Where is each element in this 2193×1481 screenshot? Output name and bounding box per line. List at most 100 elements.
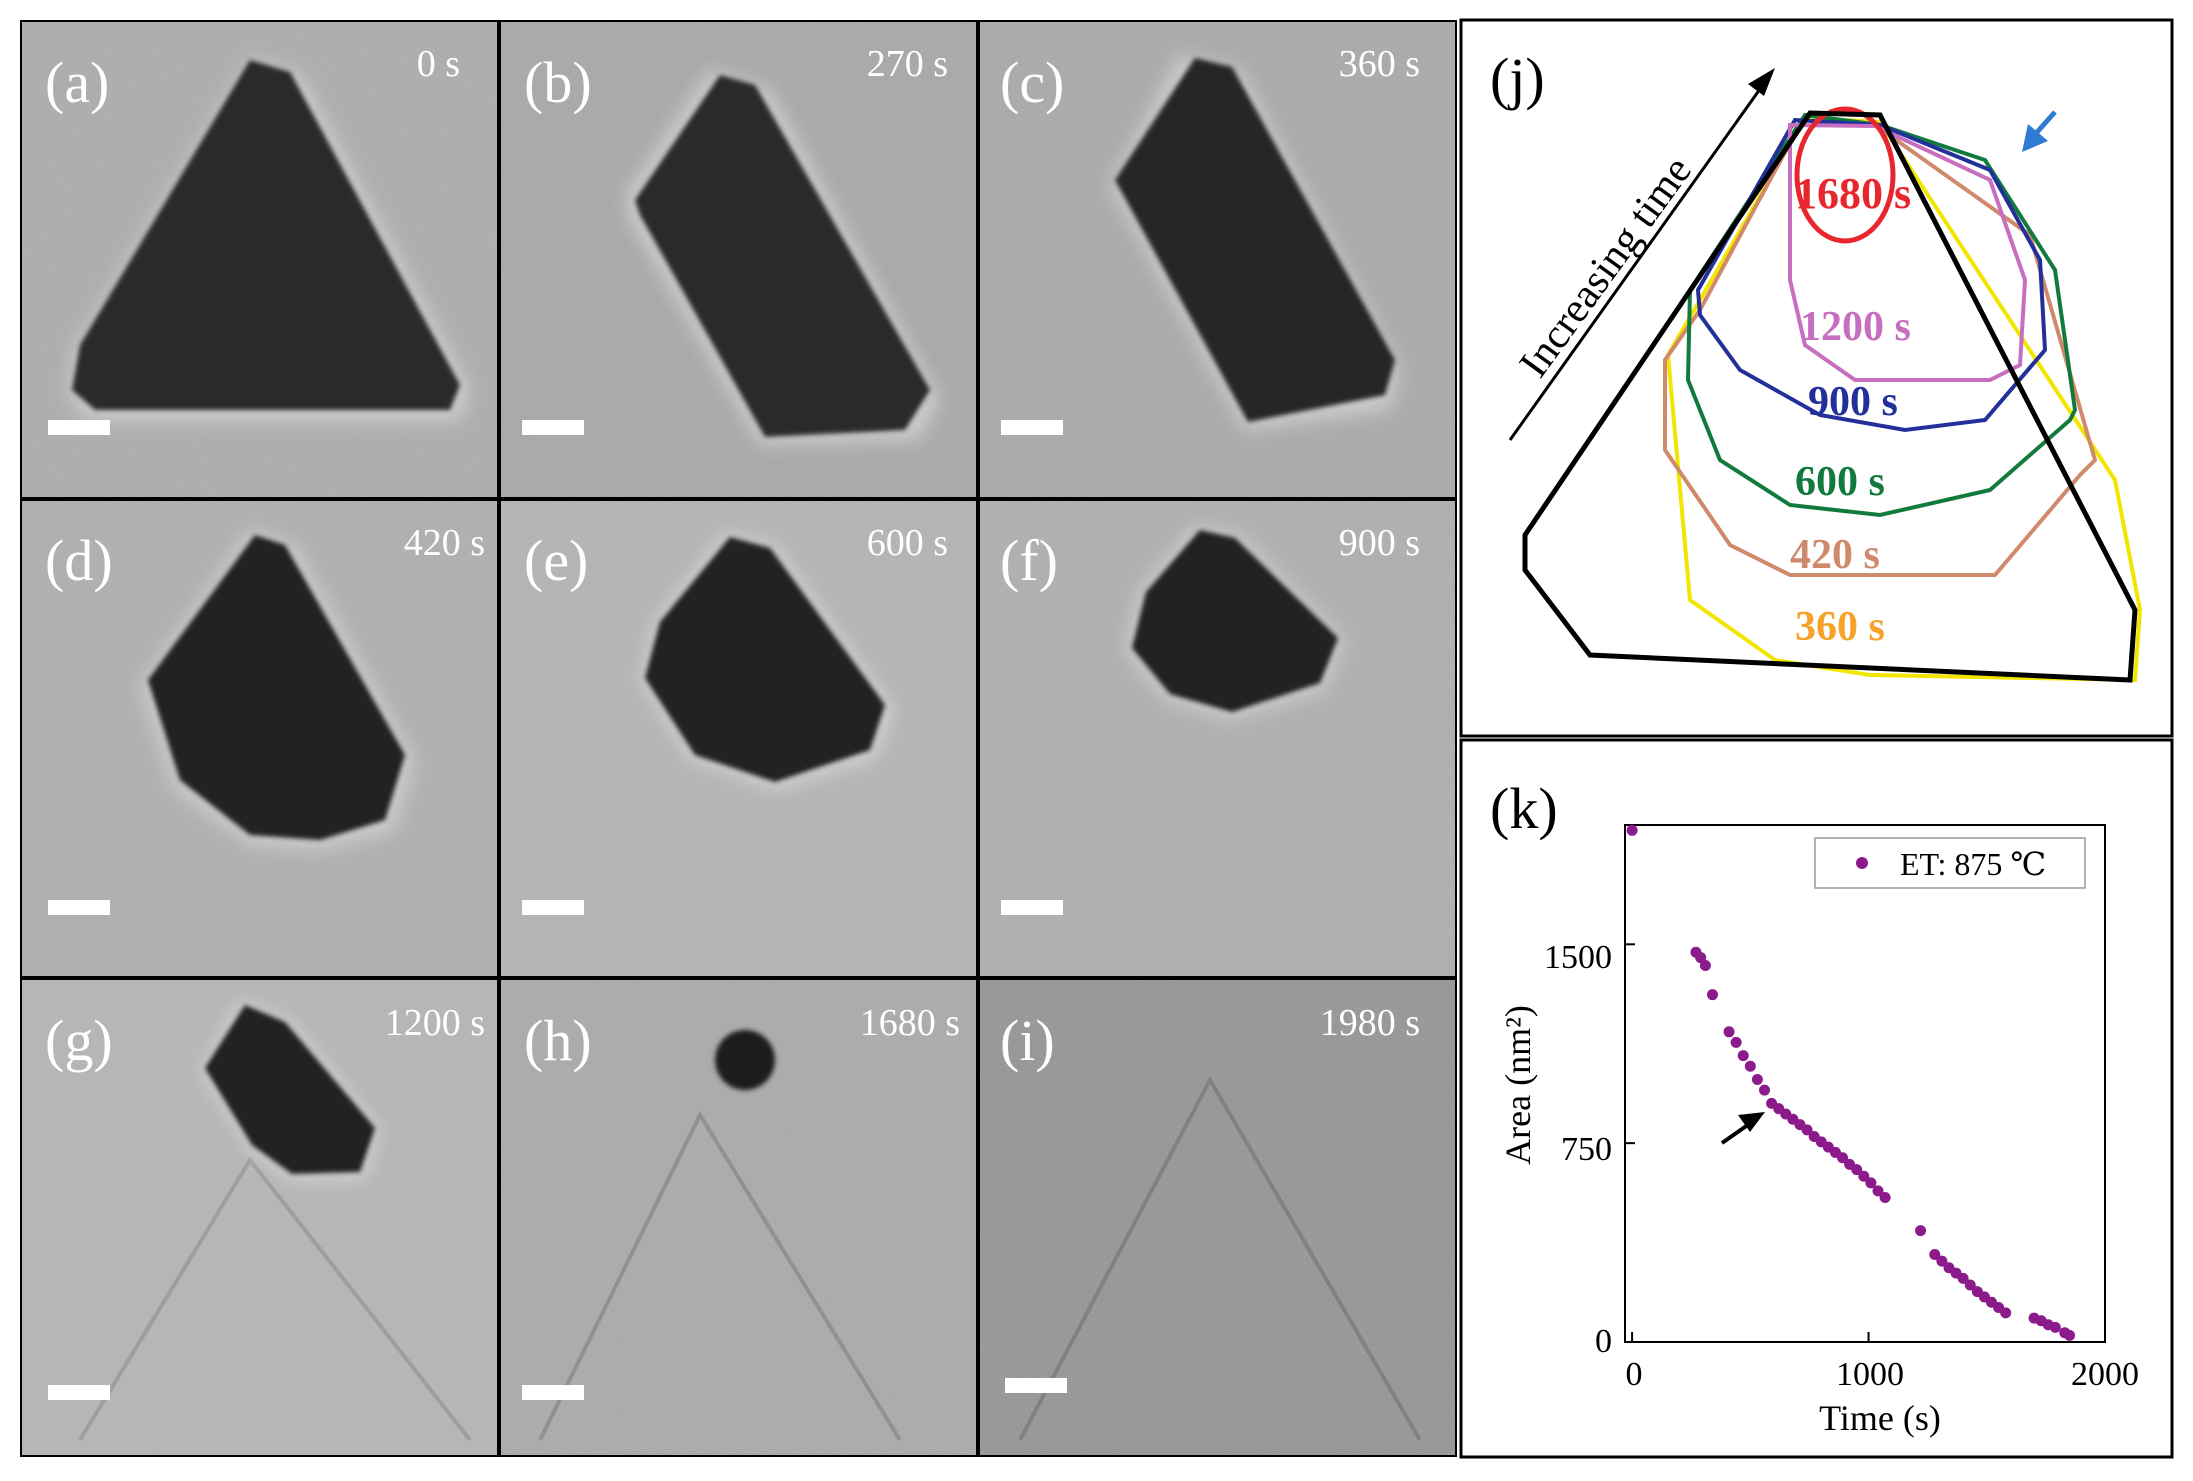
panel-label: (j) bbox=[1490, 46, 1545, 111]
panel-time: 0 s bbox=[417, 43, 460, 85]
panel-label: (b) bbox=[524, 50, 592, 115]
nanoparticle bbox=[715, 1030, 775, 1090]
data-point bbox=[1936, 1255, 1948, 1267]
data-point bbox=[1872, 1185, 1884, 1197]
data-point bbox=[1915, 1225, 1927, 1237]
micrograph-panel-g: (g) 1200 s bbox=[22, 980, 497, 1455]
micrograph-panel-i: (i) 1980 s bbox=[980, 980, 1455, 1455]
panel-label: (d) bbox=[45, 528, 113, 593]
annotation-arrow bbox=[1720, 1112, 1765, 1145]
panel-label: (c) bbox=[1000, 50, 1064, 115]
data-point bbox=[1837, 1152, 1849, 1164]
contour-label-360s: 360 s bbox=[1795, 604, 1885, 650]
data-point bbox=[1626, 824, 1638, 836]
data-point bbox=[1737, 1050, 1749, 1062]
micrograph-panel-b: (b) 270 s bbox=[501, 22, 976, 497]
data-point bbox=[1706, 989, 1718, 1001]
data-point bbox=[1879, 1192, 1891, 1204]
y-axis-label: Area (nm²) bbox=[1498, 1005, 1538, 1165]
nanoparticle bbox=[635, 75, 930, 437]
data-point bbox=[1744, 1060, 1756, 1072]
panel-time: 600 s bbox=[867, 522, 948, 564]
panel-label: (a) bbox=[45, 50, 109, 115]
increasing-time-arrow bbox=[1508, 68, 1775, 441]
nanoparticle bbox=[72, 60, 460, 410]
data-point bbox=[1759, 1084, 1771, 1096]
micrograph-panel-a: (a) 0 s bbox=[22, 22, 497, 497]
scatter-series bbox=[1626, 824, 2076, 1341]
scale-bar bbox=[48, 1385, 110, 1400]
x-tick-label: 2000 bbox=[2071, 1356, 2139, 1393]
pointer-arrow bbox=[2022, 110, 2057, 152]
contour-600s bbox=[1685, 112, 2078, 518]
panel-label: (e) bbox=[524, 528, 588, 593]
nanoparticle bbox=[148, 535, 405, 840]
y-tick-label: 1500 bbox=[1544, 939, 1612, 976]
micrograph-panel-h: (h) 1680 s bbox=[501, 980, 976, 1455]
nanoparticle bbox=[1132, 530, 1338, 712]
contour-label-420s: 420 s bbox=[1790, 532, 1880, 578]
panel-time: 360 s bbox=[1339, 43, 1420, 85]
data-point bbox=[2000, 1307, 2012, 1319]
data-point bbox=[1865, 1177, 1877, 1189]
data-point bbox=[1723, 1026, 1735, 1038]
panel-label: (i) bbox=[1000, 1008, 1055, 1073]
chart-panel-k: (k) 0 1000 2000 0 750 1500 Time (s) Area… bbox=[1459, 738, 2174, 1459]
legend-label: ET: 875 ℃ bbox=[1900, 846, 2046, 882]
micrograph-panel-d: (d) 420 s bbox=[22, 501, 497, 976]
data-point bbox=[1695, 952, 1707, 964]
data-point bbox=[2049, 1321, 2061, 1333]
data-point bbox=[2064, 1329, 2076, 1341]
scale-bar bbox=[522, 1385, 584, 1400]
scale-bar bbox=[522, 900, 584, 915]
panel-label: (h) bbox=[524, 1008, 592, 1073]
x-tick-label: 0 bbox=[1626, 1356, 1643, 1393]
scale-bar bbox=[522, 420, 584, 435]
panel-time: 1980 s bbox=[1320, 1002, 1420, 1044]
micrograph-panel-c: (c) 360 s bbox=[980, 22, 1455, 497]
panel-label: (g) bbox=[45, 1008, 113, 1073]
legend-marker bbox=[1856, 857, 1868, 869]
x-axis-label: Time (s) bbox=[1819, 1398, 1941, 1438]
contour-label-1200s: 1200 s bbox=[1800, 304, 1911, 350]
data-point bbox=[1957, 1272, 1969, 1284]
data-point bbox=[1751, 1074, 1763, 1086]
contour-900s bbox=[1695, 117, 2048, 433]
micrograph-panel-e: (e) 600 s bbox=[501, 501, 976, 976]
data-point bbox=[1699, 960, 1711, 972]
plot-area bbox=[1624, 824, 2106, 1343]
nanoparticle bbox=[205, 1005, 375, 1174]
contour-1680s bbox=[1794, 106, 1896, 244]
data-point bbox=[1964, 1279, 1976, 1291]
x-tick-label: 1000 bbox=[1836, 1356, 1904, 1393]
contour-label-1680s: 1680 s bbox=[1795, 169, 1911, 218]
contour-1200s bbox=[1788, 122, 2028, 382]
panel-time: 270 s bbox=[867, 43, 948, 85]
contour-0s-outline bbox=[1522, 110, 2138, 683]
data-point bbox=[1851, 1164, 1863, 1176]
scale-bar bbox=[1005, 1378, 1067, 1393]
contour-panel-j: (j) Increasing time 1680 s 1200 s 900 s … bbox=[1459, 18, 2174, 738]
data-point bbox=[1801, 1124, 1813, 1136]
scale-bar bbox=[1001, 900, 1063, 915]
micrograph-panel-f: (f) 900 s bbox=[980, 501, 1455, 976]
nanoparticle bbox=[1115, 58, 1395, 422]
data-point bbox=[1858, 1170, 1870, 1182]
contour-label-600s: 600 s bbox=[1795, 459, 1885, 505]
scale-bar bbox=[48, 900, 110, 915]
panel-time: 900 s bbox=[1339, 522, 1420, 564]
nanoparticle bbox=[645, 537, 885, 782]
scale-bar bbox=[1001, 420, 1063, 435]
y-tick-label: 0 bbox=[1595, 1323, 1612, 1360]
data-point bbox=[1730, 1036, 1742, 1048]
legend: ET: 875 ℃ bbox=[1814, 837, 2086, 889]
panel-time: 420 s bbox=[404, 522, 485, 564]
panel-time: 1680 s bbox=[860, 1002, 960, 1044]
scale-bar bbox=[48, 420, 110, 435]
panel-label: (k) bbox=[1490, 776, 1558, 841]
panel-time: 1200 s bbox=[385, 1002, 485, 1044]
data-point bbox=[1929, 1249, 1941, 1261]
axis-ticks bbox=[1625, 943, 2106, 1343]
panel-label: (f) bbox=[1000, 528, 1058, 593]
